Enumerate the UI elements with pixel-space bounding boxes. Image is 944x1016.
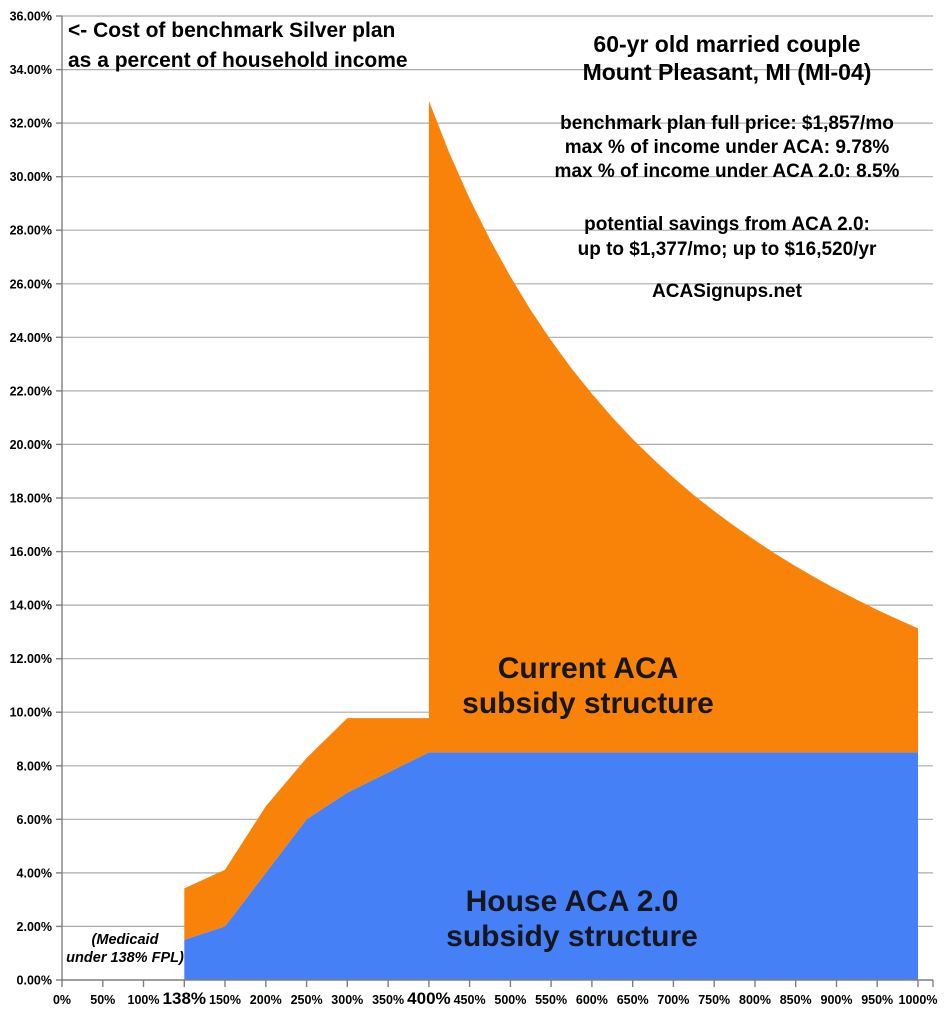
y-tick-label: 10.00%	[10, 706, 52, 720]
x-tick-label: 700%	[657, 993, 689, 1007]
x-tick-label: 950%	[861, 993, 893, 1007]
site-label: ACASignups.net	[652, 281, 802, 302]
y-tick-label: 14.00%	[10, 599, 52, 613]
x-tick-label: 150%	[209, 993, 241, 1007]
y-tick-label: 6.00%	[17, 813, 52, 827]
x-tick-label: 138%	[163, 989, 206, 1008]
savings-note-line1: potential savings from ACA 2.0:	[584, 214, 870, 235]
y-tick-label: 4.00%	[17, 866, 52, 880]
x-tick-label: 650%	[617, 993, 649, 1007]
x-tick-label: 50%	[90, 993, 115, 1007]
x-tick-label: 100%	[128, 993, 160, 1007]
y-tick-label: 24.00%	[10, 331, 52, 345]
area-label-house-aca20: House ACA 2.0 subsidy structure	[446, 884, 698, 954]
plan-stats-max-aca20: max % of income under ACA 2.0: 8.5%	[554, 161, 900, 182]
x-tick-label: 450%	[454, 993, 486, 1007]
chart-header-line1: 60-yr old married couple	[593, 31, 861, 57]
x-tick-label: 300%	[331, 993, 363, 1007]
current-aca-area	[184, 100, 919, 940]
y-axis-note-line1: <- Cost of benchmark Silver plan	[68, 19, 396, 42]
plan-stats-max-aca: max % of income under ACA: 9.78%	[564, 137, 890, 158]
medicaid-note-line1: (Medicaid	[91, 932, 159, 948]
x-tick-label: 500%	[494, 993, 526, 1007]
x-tick-label: 400%	[407, 989, 450, 1008]
y-tick-label: 22.00%	[10, 384, 52, 398]
y-axis-note: <- Cost of benchmark Silver plan as a pe…	[68, 16, 408, 76]
y-tick-label: 16.00%	[10, 545, 52, 559]
area-label-house-aca20-line1: House ACA 2.0	[465, 885, 679, 918]
medicaid-note-line2: under 138% FPL)	[66, 950, 184, 966]
x-tick-label: 750%	[698, 993, 730, 1007]
x-tick-label: 800%	[739, 993, 771, 1007]
y-tick-label: 2.00%	[17, 920, 52, 934]
y-tick-label: 0.00%	[17, 974, 52, 988]
x-tick-label: 550%	[535, 993, 567, 1007]
y-tick-label: 20.00%	[10, 438, 52, 452]
area-label-house-aca20-line2: subsidy structure	[446, 920, 698, 953]
area-label-current-aca-line1: Current ACA	[497, 652, 679, 685]
x-tick-label: 0%	[53, 993, 71, 1007]
y-tick-label: 26.00%	[10, 277, 52, 291]
y-tick-label: 36.00%	[10, 10, 52, 24]
plan-stats-full-price: benchmark plan full price: $1,857/mo	[560, 113, 894, 134]
area-label-current-aca: Current ACA subsidy structure	[462, 651, 714, 721]
plan-stats: benchmark plan full price: $1,857/mo max…	[555, 112, 900, 184]
y-tick-label: 18.00%	[10, 492, 52, 506]
y-tick-label: 34.00%	[10, 63, 52, 77]
y-tick-label: 32.00%	[10, 117, 52, 131]
x-tick-label: 200%	[250, 993, 282, 1007]
chart-header: 60-yr old married couple Mount Pleasant,…	[583, 30, 872, 86]
chart-header-line2: Mount Pleasant, MI (MI-04)	[582, 59, 872, 85]
x-tick-label: 350%	[372, 993, 404, 1007]
y-axis-note-line2: as a percent of household income	[68, 49, 408, 72]
medicaid-note: (Medicaid under 138% FPL)	[66, 931, 184, 967]
x-tick-label: 850%	[780, 993, 812, 1007]
house-aca20-area	[184, 752, 919, 980]
savings-note-line2: up to $1,377/mo; up to $16,520/yr	[577, 239, 877, 260]
y-tick-label: 30.00%	[10, 170, 52, 184]
x-tick-label: 600%	[576, 993, 608, 1007]
y-tick-label: 28.00%	[10, 224, 52, 238]
y-tick-label: 8.00%	[17, 759, 52, 773]
area-label-current-aca-line2: subsidy structure	[462, 687, 714, 720]
y-tick-label: 12.00%	[10, 652, 52, 666]
savings-note: potential savings from ACA 2.0: up to $1…	[578, 212, 877, 262]
x-tick-label: 900%	[821, 993, 853, 1007]
x-tick-label: 1000%	[899, 993, 938, 1007]
x-tick-label: 250%	[291, 993, 323, 1007]
